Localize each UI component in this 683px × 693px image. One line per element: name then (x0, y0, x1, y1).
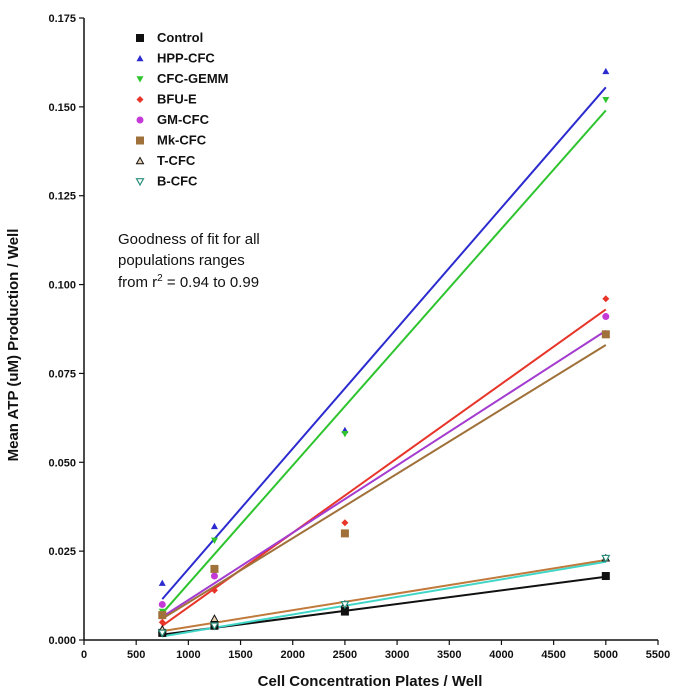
point-gm-cfc-0 (158, 600, 166, 608)
x-tick-label-2: 1000 (176, 649, 200, 661)
fit-line-hpp-cfc (161, 86, 607, 600)
point-bfu-e-1 (210, 586, 218, 594)
point-b-cfc-3 (601, 554, 611, 563)
y-tick-label-0: 0.000 (48, 635, 76, 647)
x-axis-label: Cell Concentration Plates / Well (258, 673, 483, 690)
y-tick-label-1: 0.025 (48, 546, 76, 558)
legend-marker-cfc-gemm (136, 76, 144, 83)
point-bfu-e-0 (158, 618, 166, 626)
point-gm-cfc-1 (210, 572, 218, 580)
point-control-3 (601, 572, 610, 581)
x-tick-label-1: 500 (127, 649, 145, 661)
legend-label-hpp-cfc: HPP-CFC (157, 51, 215, 66)
y-tick-label-7: 0.175 (48, 13, 76, 25)
x-tick-label-0: 0 (81, 649, 87, 661)
legend-marker-gm-cfc (136, 116, 144, 124)
y-tick-label-3: 0.075 (48, 368, 76, 380)
legend-label-cfc-gemm: CFC-GEMM (157, 71, 229, 86)
point-cfc-gemm-1 (210, 537, 218, 544)
fit-line-mk-cfc (161, 344, 607, 620)
fit-line-b-cfc (162, 560, 606, 638)
legend-label-bfu-e: BFU-E (157, 92, 197, 107)
legend-marker-mk-cfc (136, 136, 144, 145)
x-tick-label-8: 4000 (489, 649, 513, 661)
x-tick-label-9: 4500 (541, 649, 565, 661)
point-gm-cfc-3 (602, 313, 610, 321)
legend-label-mk-cfc: Mk-CFC (157, 133, 207, 148)
legend-marker-control (136, 34, 144, 42)
point-mk-cfc-2 (340, 529, 349, 538)
x-tick-label-5: 2500 (333, 649, 357, 661)
fit-line-t-cfc (162, 559, 606, 633)
x-tick-label-7: 3500 (437, 649, 461, 661)
y-tick-label-4: 0.100 (48, 280, 76, 292)
y-tick-label-2: 0.050 (48, 457, 76, 469)
point-bfu-e-2 (341, 519, 349, 527)
annotation-line-1: Goodness of fit for all (118, 231, 260, 248)
legend-label-b-cfc: B-CFC (157, 174, 198, 189)
x-tick-label-4: 2000 (280, 649, 304, 661)
fit-line-gm-cfc (161, 329, 607, 618)
point-hpp-cfc-3 (602, 67, 610, 75)
point-hpp-cfc-0 (158, 579, 166, 586)
point-b-cfc-2 (340, 601, 350, 610)
x-tick-label-6: 3000 (385, 649, 409, 661)
legend-marker-bfu-e (136, 96, 144, 103)
point-hpp-cfc-1 (210, 522, 218, 530)
point-mk-cfc-1 (210, 564, 219, 573)
legend-label-gm-cfc: GM-CFC (157, 112, 210, 127)
point-b-cfc-1 (209, 622, 219, 631)
y-tick-label-6: 0.150 (48, 102, 76, 114)
point-mk-cfc-0 (158, 611, 167, 620)
point-t-cfc-1 (210, 614, 219, 622)
legend-marker-b-cfc (135, 178, 145, 187)
x-tick-label-11: 5500 (646, 649, 670, 661)
point-bfu-e-3 (602, 295, 610, 303)
point-cfc-gemm-2 (341, 431, 349, 438)
point-mk-cfc-3 (601, 330, 610, 339)
fit-line-cfc-gemm (161, 109, 607, 615)
y-tick-label-5: 0.125 (48, 191, 76, 203)
legend-label-control: Control (157, 30, 203, 45)
legend-marker-t-cfc (135, 156, 145, 165)
point-cfc-gemm-3 (602, 96, 610, 104)
x-tick-label-3: 1500 (228, 649, 252, 661)
y-axis-label: Mean ATP (uM) Production / Well (5, 229, 22, 462)
point-b-cfc-0 (157, 629, 167, 638)
annotation-line-3: from r2 = 0.94 to 0.99 (118, 273, 259, 291)
annotation-line-2: populations ranges (118, 252, 245, 269)
legend-label-t-cfc: T-CFC (157, 153, 196, 168)
x-tick-label-10: 5000 (594, 649, 618, 661)
plot-area: 0 500 1000 1500 2000 2500 3000 3500 4000 4500 5000… (48, 13, 670, 661)
legend-marker-hpp-cfc (136, 55, 144, 62)
